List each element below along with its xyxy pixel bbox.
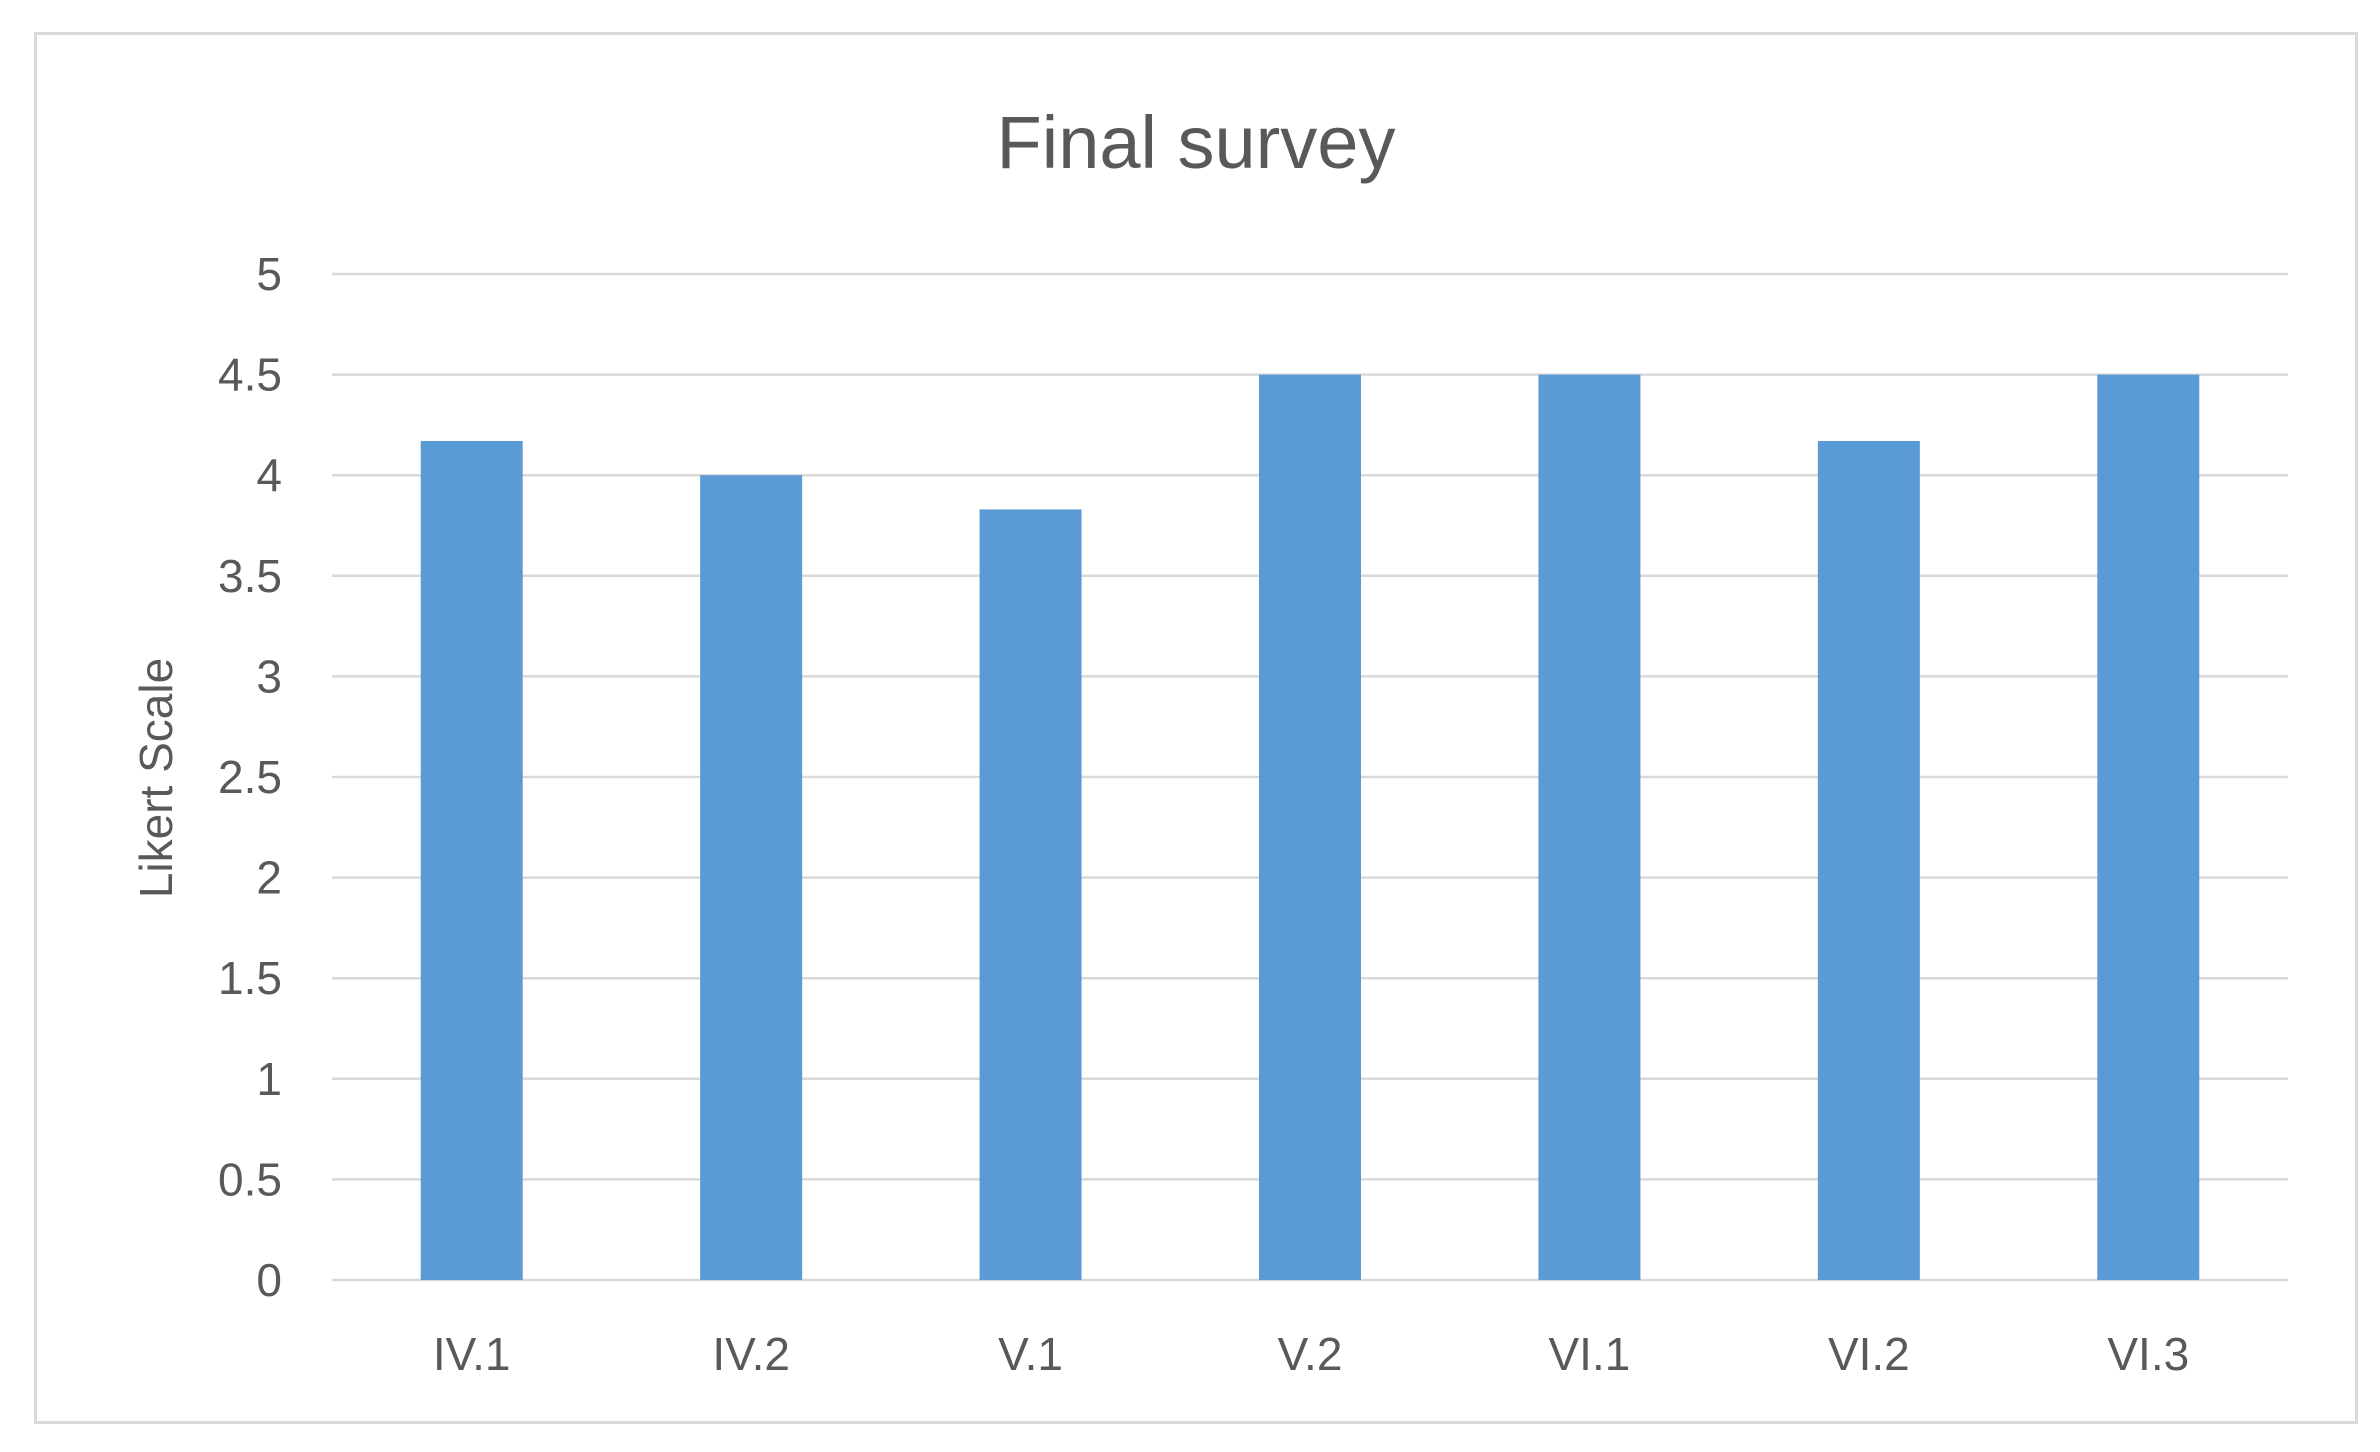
- bar-v-2: [1259, 374, 1361, 1281]
- y-tick-label: 2: [256, 852, 282, 904]
- x-tick-label: IV.2: [712, 1328, 790, 1380]
- y-tick-label: 1.5: [218, 952, 282, 1004]
- y-tick-label: 4: [256, 449, 282, 501]
- bar-vi-3: [2097, 374, 2200, 1281]
- bar-v-1: [979, 509, 1082, 1280]
- chart-title: Final survey: [997, 101, 1396, 184]
- bars: [420, 374, 2200, 1281]
- bar-iv-2: [700, 475, 803, 1280]
- y-tick-label: 5: [256, 248, 282, 300]
- bar-iv-1: [420, 440, 523, 1281]
- y-tick-label: 4.5: [218, 349, 282, 401]
- x-tick-label: IV.1: [433, 1328, 511, 1380]
- y-axis-ticks: 0 0.5 1 1.5 2 2.5 3 3.5 4 4.5 5: [218, 248, 282, 1306]
- y-axis-label: Likert Scale: [130, 658, 182, 898]
- x-tick-label: VI.1: [1549, 1328, 1631, 1380]
- bar-vi-1: [1538, 374, 1641, 1281]
- y-tick-label: 1: [256, 1053, 282, 1105]
- y-tick-label: 3: [256, 650, 282, 702]
- y-tick-label: 3.5: [218, 550, 282, 602]
- x-tick-label: VI.2: [1828, 1328, 1910, 1380]
- y-tick-label: 2.5: [218, 751, 282, 803]
- x-axis-ticks: IV.1 IV.2 V.1 V.2 VI.1 VI.2 VI.3: [433, 1328, 2189, 1380]
- x-tick-label: VI.3: [2107, 1328, 2189, 1380]
- y-tick-label: 0.5: [218, 1153, 282, 1205]
- x-tick-label: V.2: [1278, 1328, 1343, 1380]
- x-tick-label: V.1: [998, 1328, 1063, 1380]
- bar-vi-2: [1817, 440, 1920, 1281]
- y-tick-label: 0: [256, 1254, 282, 1306]
